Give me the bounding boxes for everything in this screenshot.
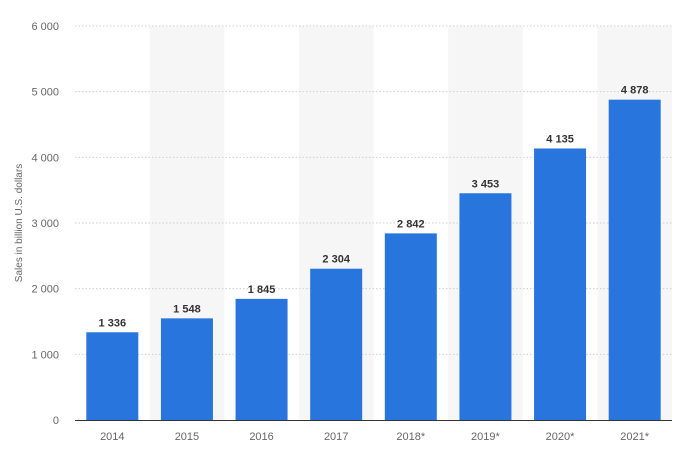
value-label: 2 304 (322, 254, 350, 266)
value-label: 1 336 (99, 317, 127, 329)
y-axis-label: Sales in billion U.S. dollars (14, 164, 25, 282)
value-label: 1 845 (248, 284, 276, 296)
x-tick-label: 2020* (546, 431, 575, 443)
bar (608, 99, 661, 420)
y-axis-ticks: 0 1 000 2 000 3 000 4 000 5 000 6 000 (31, 21, 59, 427)
x-tick-label: 2017 (324, 431, 348, 443)
value-label: 1 548 (173, 303, 201, 315)
value-label: 2 842 (397, 218, 425, 230)
x-tick-label: 2015 (175, 431, 199, 443)
y-tick-label: 3 000 (31, 218, 59, 230)
bar (459, 193, 512, 420)
x-tick-label: 2019* (471, 431, 500, 443)
bar (310, 268, 363, 420)
bar (86, 332, 139, 420)
bars (86, 99, 661, 421)
x-axis-ticks: 2014 2015 2016 2017 2018* 2019* 2020* 2021* (100, 431, 650, 443)
bar (384, 233, 437, 420)
value-labels: 1 336 1 548 1 845 2 304 2 842 3 453 4 135 4 878 (99, 85, 649, 330)
value-label: 4 878 (621, 85, 649, 97)
x-tick-label: 2021* (620, 431, 649, 443)
y-tick-label: 1 000 (31, 349, 59, 361)
bar (534, 148, 587, 421)
value-label: 3 453 (472, 178, 500, 190)
y-tick-label: 0 (53, 415, 59, 427)
bar (160, 318, 213, 420)
y-tick-label: 4 000 (31, 152, 59, 164)
x-tick-label: 2016 (249, 431, 273, 443)
value-label: 4 135 (546, 133, 574, 145)
y-tick-label: 5 000 (31, 87, 59, 99)
bar (235, 298, 288, 420)
x-tick-label: 2018* (396, 431, 425, 443)
y-tick-label: 2 000 (31, 284, 59, 296)
x-tick-label: 2014 (100, 431, 124, 443)
y-tick-label: 6 000 (31, 21, 59, 33)
